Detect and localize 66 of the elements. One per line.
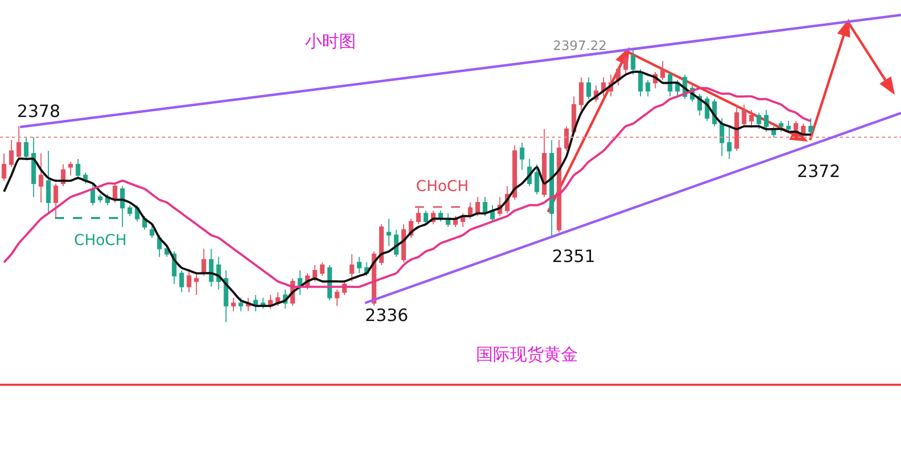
candlestick [549, 139, 554, 238]
annotation: 2336 [365, 306, 408, 326]
candlestick [16, 126, 22, 160]
annotation: 2351 [552, 247, 596, 267]
candlestick [794, 120, 798, 132]
text: 国际现货黄金 [476, 345, 578, 365]
candlestick [231, 297, 236, 312]
candlestick [401, 224, 406, 263]
candlestick [542, 128, 547, 198]
candlestick [68, 161, 73, 176]
candlestick [586, 76, 591, 100]
candlestick [112, 182, 118, 203]
candlestick [660, 60, 665, 81]
annotation: 2397.22 [553, 39, 607, 54]
candlestick [424, 210, 428, 225]
candlestick [726, 126, 732, 160]
candlestick [379, 224, 384, 266]
candlestick [38, 153, 44, 203]
candlestick [46, 150, 51, 214]
candlestick [638, 68, 643, 97]
candlestick [76, 158, 80, 179]
candlestick [356, 256, 362, 274]
annotation: 2372 [797, 162, 840, 182]
candlestick [194, 272, 199, 296]
candlestick [808, 118, 814, 135]
candlestick [31, 136, 36, 198]
candlestick [320, 262, 325, 276]
candlestick [238, 297, 244, 312]
candlestick [186, 270, 192, 293]
candlestick [623, 55, 628, 76]
candlestick [556, 139, 562, 233]
candlestick [9, 139, 14, 168]
candlestick [53, 182, 58, 220]
candlestick [764, 110, 769, 132]
candlestick [720, 118, 724, 157]
candlestick [208, 248, 214, 288]
candlestick [756, 112, 762, 130]
candlestick [778, 120, 784, 132]
candlestick [98, 194, 103, 203]
candlestick [646, 80, 650, 97]
candlestick [386, 218, 392, 247]
candlestick [512, 144, 517, 200]
candlestick [120, 186, 125, 228]
candlestick [179, 270, 184, 293]
candlestick [742, 104, 746, 127]
candlestick [128, 204, 132, 217]
annotation: 2378 [17, 102, 60, 122]
candlestick [2, 153, 6, 182]
candlestick [202, 248, 206, 276]
candlestick [749, 110, 754, 127]
candlestick [350, 254, 354, 282]
candlestick [520, 142, 524, 170]
annotation: 小时图 [305, 32, 356, 52]
candlestick [630, 50, 636, 76]
annotation: CHoCH [416, 177, 469, 195]
candlestick [734, 104, 740, 152]
candlestick [416, 207, 421, 225]
candlestick [578, 76, 584, 111]
candlestick [24, 136, 29, 160]
candlestick [534, 164, 540, 195]
annotation: CHoCH [74, 231, 127, 249]
candlestick [150, 224, 154, 238]
candlestick [224, 270, 228, 323]
candlestick [786, 120, 791, 132]
candlestick [334, 289, 340, 306]
candlestick [564, 126, 569, 152]
